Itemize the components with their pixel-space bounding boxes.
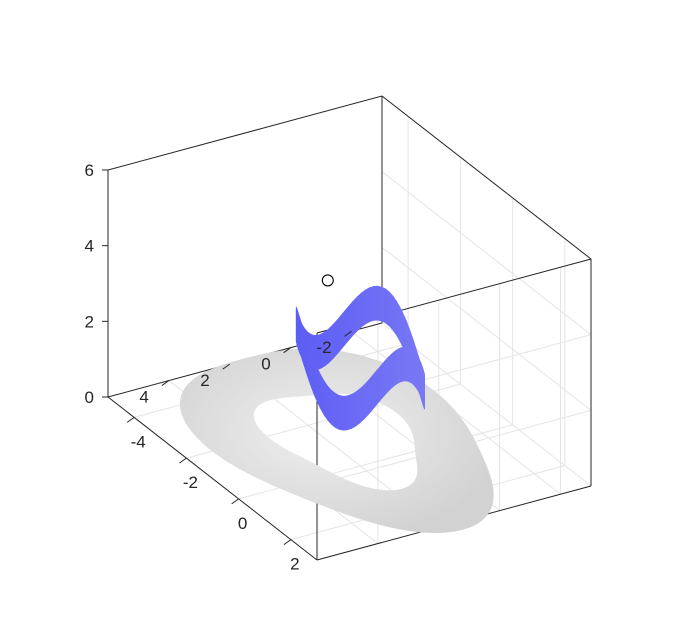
surface-patch	[401, 346, 406, 382]
z-tick-label: 4	[85, 237, 94, 256]
surface-patch	[423, 371, 425, 408]
surface-patch	[389, 291, 394, 331]
surface-patch	[387, 352, 393, 393]
x-tick	[231, 498, 239, 505]
surface-patch	[327, 385, 332, 426]
surface-patch	[363, 379, 369, 420]
surface-patch	[396, 300, 401, 343]
surface-patch	[348, 300, 353, 342]
surface-patch	[395, 348, 400, 386]
shadow-annulus	[179, 348, 494, 533]
x-tick	[283, 539, 292, 546]
surface-patch	[342, 395, 348, 431]
axis-edge	[381, 95, 592, 260]
x-tick-label: 2	[290, 555, 299, 574]
surface-patch	[385, 288, 390, 327]
surface-patch	[314, 361, 318, 403]
surface-patch	[398, 346, 403, 384]
surface-patch	[344, 305, 349, 347]
surface-patch	[351, 391, 356, 430]
surface-patch	[355, 388, 360, 427]
y-tick-label: -2	[316, 338, 331, 357]
surface-patch	[317, 368, 322, 410]
surface-patch	[304, 332, 307, 374]
z-tick-label: 6	[85, 161, 94, 180]
surface-patch	[346, 394, 352, 431]
surface-patch	[405, 346, 409, 382]
surface-patch	[365, 287, 370, 325]
surface-patch	[377, 285, 382, 322]
surface-patch	[367, 375, 373, 416]
y-tick-label: 0	[261, 355, 270, 374]
y-tick-label: 2	[200, 371, 209, 390]
surface-patch	[392, 295, 397, 337]
surface-patch	[399, 307, 404, 348]
y-tick	[222, 363, 231, 370]
z-tick-label: 2	[85, 312, 94, 331]
marker-point	[321, 274, 334, 287]
surface-patch	[360, 289, 366, 328]
surface-patch	[323, 380, 328, 422]
surface-patch	[332, 320, 337, 360]
x-tick-label: -4	[131, 432, 146, 451]
surface-patch	[371, 370, 377, 411]
floor-shadow	[179, 348, 494, 533]
surface-patch	[376, 365, 381, 406]
surface-patch	[391, 350, 396, 389]
grid-line	[381, 246, 592, 411]
grid-line	[381, 171, 592, 336]
surface-patch	[308, 346, 312, 389]
y-tick-label: 4	[139, 388, 148, 407]
x-tick-label: -2	[183, 473, 198, 492]
axis-ticks: 0 2 4 6 -2 0 2 4 -4 -2 0 2	[85, 161, 352, 574]
surface-patch	[331, 389, 336, 429]
surface-patch	[359, 384, 365, 424]
surface-patch	[410, 347, 414, 386]
x-tick	[126, 416, 135, 423]
data-marker	[321, 274, 334, 287]
surface-patch	[373, 285, 378, 321]
surface-patch	[336, 315, 341, 356]
x-tick	[179, 457, 187, 464]
surface-patch	[380, 360, 385, 402]
surface-patch	[369, 285, 374, 323]
surface-patch	[338, 394, 344, 431]
surface-patch	[381, 286, 386, 324]
ring-surface	[295, 285, 425, 431]
surface-patch	[340, 310, 345, 352]
y-tick	[344, 330, 352, 337]
surface-patch	[407, 346, 412, 384]
surface-patch	[413, 349, 416, 388]
surface-patch	[306, 339, 310, 382]
x-tick-label: 0	[238, 514, 247, 533]
surface-patch	[356, 292, 362, 332]
surface-patch	[415, 352, 418, 392]
surface-patch	[352, 296, 358, 337]
surface-patch	[311, 354, 315, 396]
surface-patch	[334, 392, 340, 430]
surface-patch	[320, 373, 325, 417]
surface-patch	[384, 356, 389, 397]
y-tick	[283, 347, 291, 354]
y-tick	[161, 380, 170, 386]
z-tick-label: 0	[85, 388, 94, 407]
axis-edge	[107, 396, 318, 561]
axis-edge	[107, 95, 383, 171]
